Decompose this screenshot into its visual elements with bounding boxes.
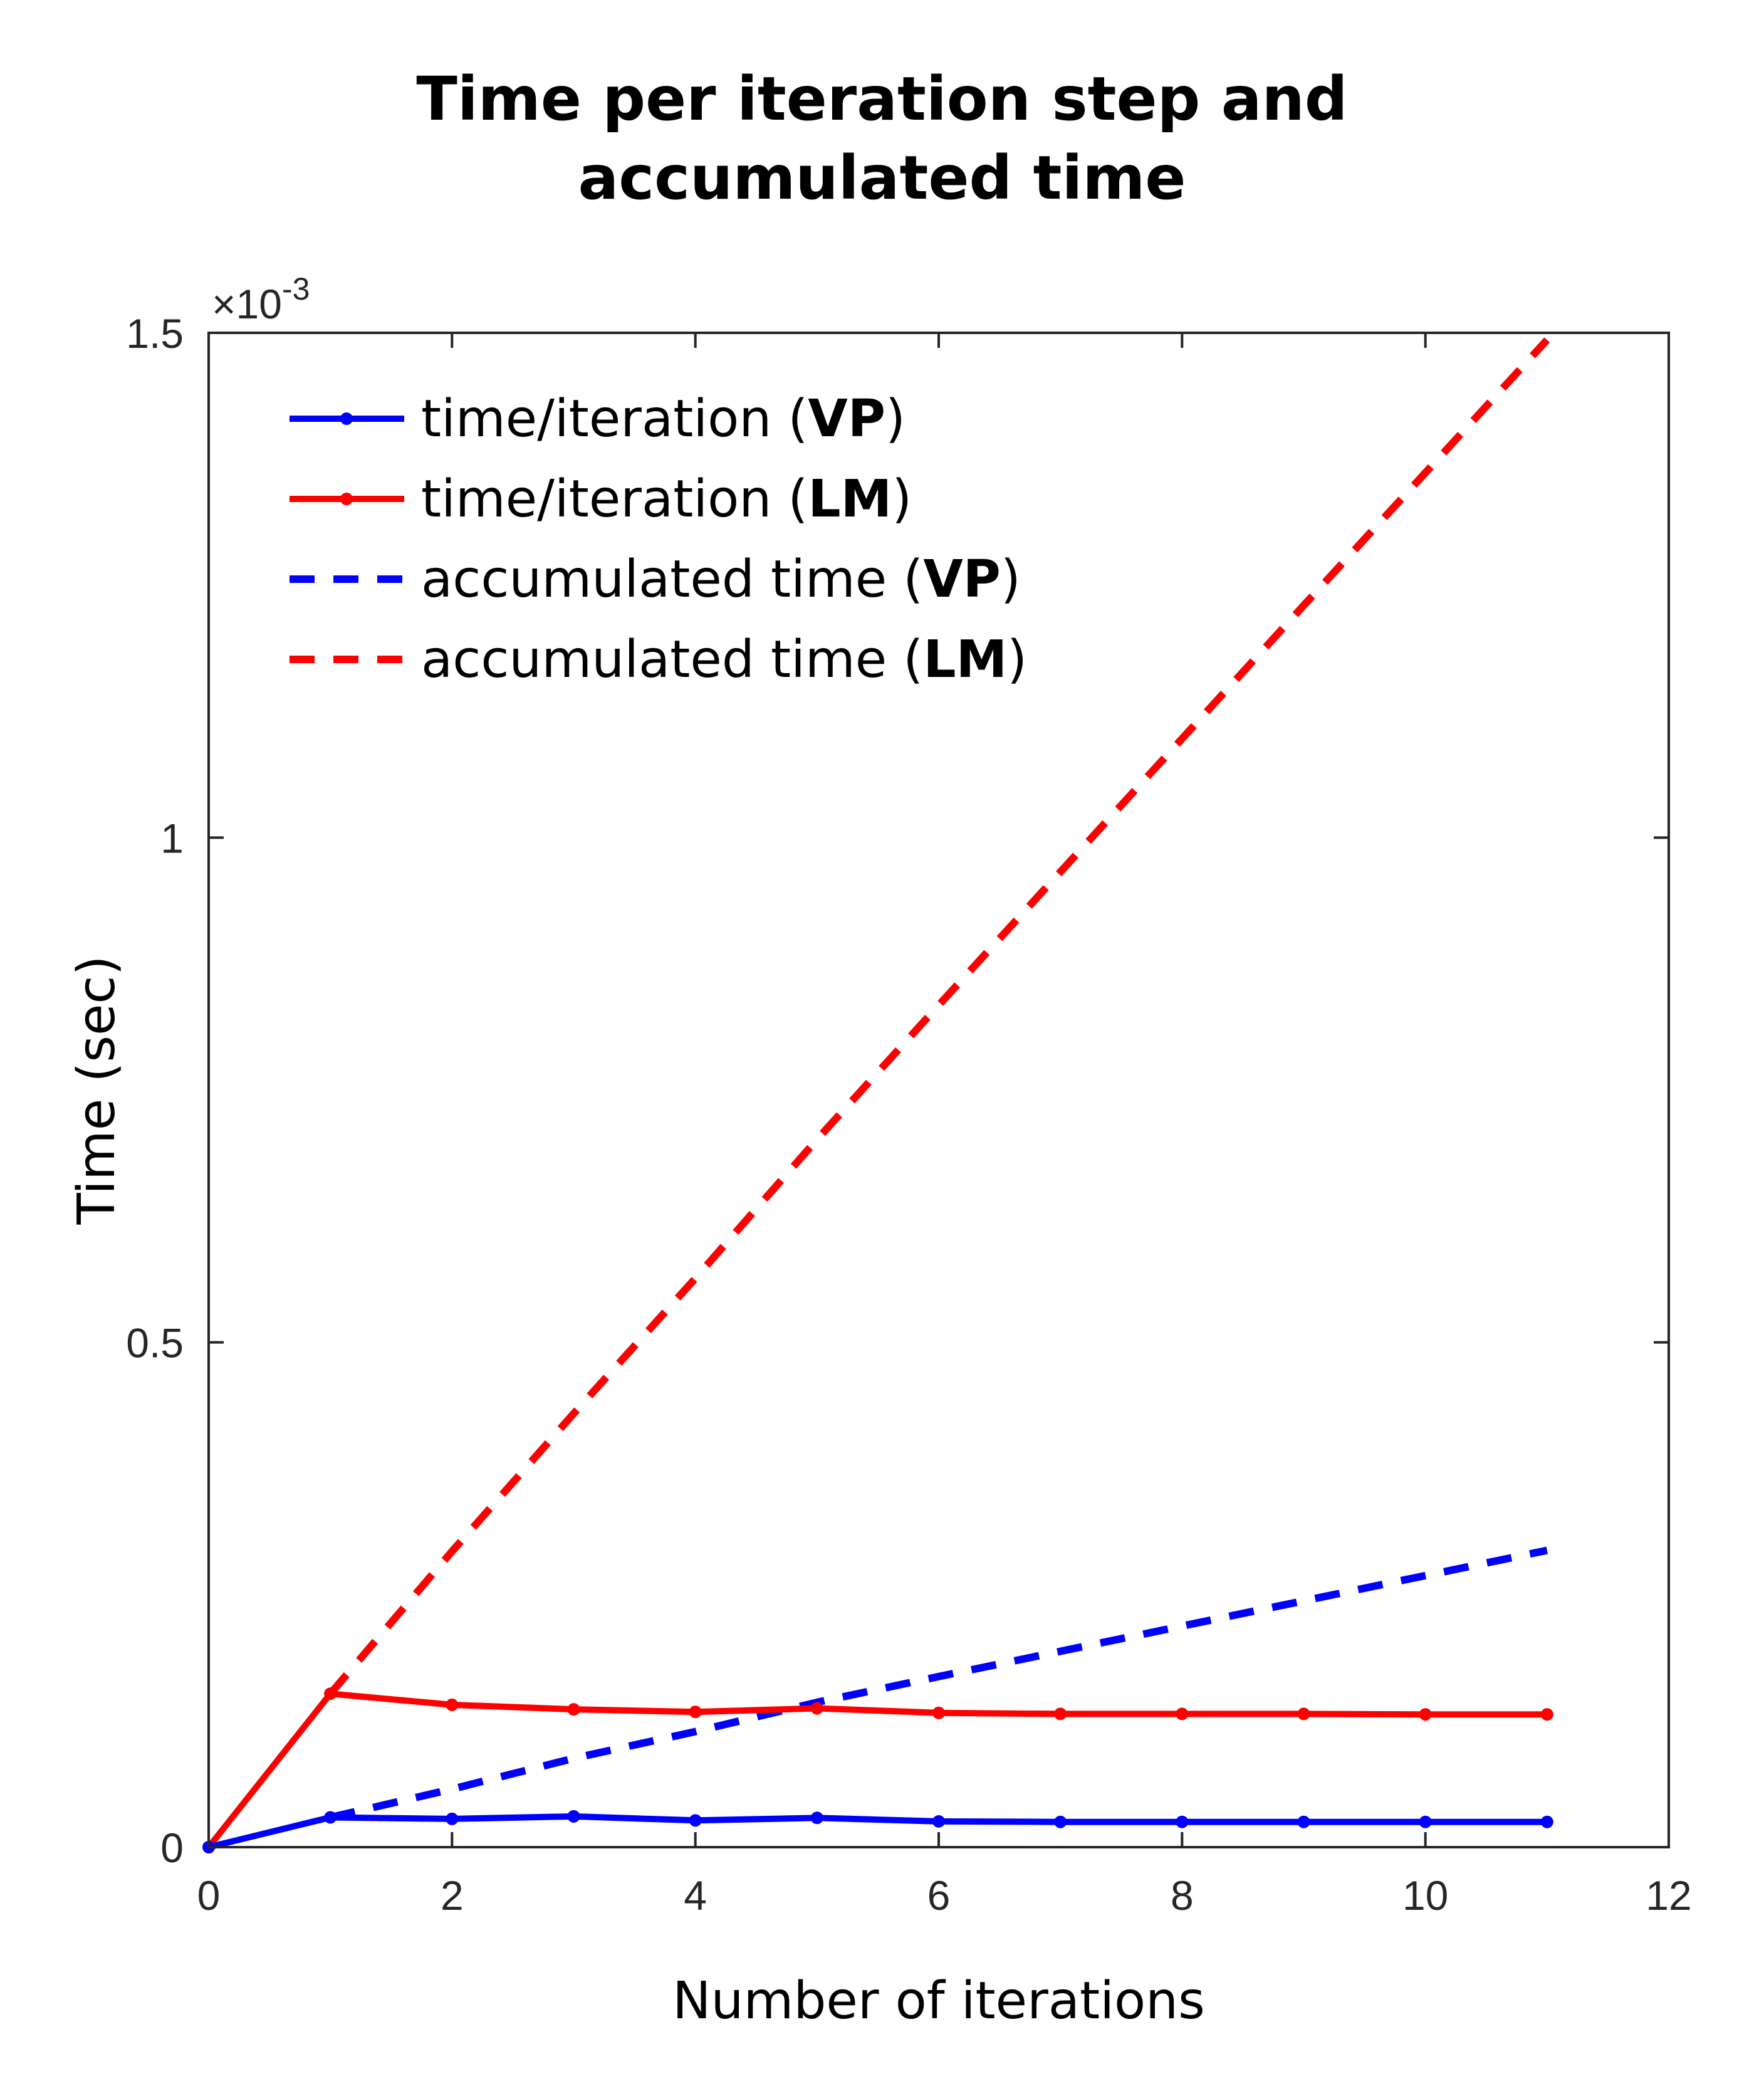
legend-label-end: ) <box>892 469 912 529</box>
data-point-time-iteration-lm-11 <box>1540 1708 1553 1721</box>
legend-label-accumulated-time-lm: accumulated time (LM) <box>421 630 1027 689</box>
axes-layer: 0 2 4 6 8 10 12 0 0.5 1 1.5 ×10-3 Number of iteratio… <box>67 271 1692 2031</box>
legend-label-end: ) <box>1001 550 1021 609</box>
y-exponent-base: ×10 <box>212 281 282 327</box>
data-point-time-iteration-vp-3 <box>567 1810 580 1823</box>
x-axis-label: Number of iterations <box>672 1971 1205 2031</box>
legend-label-end: ) <box>885 389 905 449</box>
series-layer <box>202 337 1553 1853</box>
legend-label-bold: VP <box>923 550 1001 609</box>
legend-marker-time-iteration-lm <box>340 493 353 505</box>
data-point-time-iteration-vp-2 <box>446 1812 459 1825</box>
x-tick-label-6: 12 <box>1646 1872 1691 1919</box>
data-point-time-iteration-lm-10 <box>1419 1708 1432 1721</box>
data-point-time-iteration-lm-1 <box>324 1687 337 1700</box>
data-point-time-iteration-vp-9 <box>1297 1815 1310 1828</box>
data-point-time-iteration-lm-6 <box>932 1706 945 1719</box>
legend: time/iteration (VP)time/iteration (LM)ac… <box>290 389 1027 689</box>
legend-label-text: time/iteration ( <box>421 389 808 449</box>
legend-label-bold: VP <box>808 389 885 449</box>
chart-title-line-1: Time per iteration step and <box>416 64 1348 134</box>
x-tick-label-3: 6 <box>927 1872 951 1919</box>
data-point-time-iteration-vp-10 <box>1419 1815 1432 1828</box>
data-point-time-iteration-vp-4 <box>689 1814 702 1827</box>
y-exponent-power: -3 <box>282 271 310 307</box>
series-line-accumulated-time-lm <box>327 337 1550 1697</box>
legend-label-time-iteration-vp: time/iteration (VP) <box>421 389 905 449</box>
y-tick-label-2: 1 <box>160 815 184 861</box>
legend-label-text: accumulated time ( <box>421 550 923 609</box>
series-line-time-iteration-lm <box>206 1690 1547 1850</box>
y-tick-label-0: 0 <box>160 1825 184 1871</box>
data-point-time-iteration-vp-1 <box>324 1811 337 1824</box>
series-accumulated-time-lm <box>327 337 1550 1697</box>
series-time-iteration-vp <box>202 1810 1553 1853</box>
x-tick-label-4: 8 <box>1171 1872 1194 1919</box>
y-exponent-label: ×10-3 <box>212 271 310 327</box>
plot-area <box>209 333 1669 1847</box>
series-line-accumulated-time-vp <box>329 1546 1548 1821</box>
y-tick-label-3: 1.5 <box>126 310 184 357</box>
chart-title-line-2: accumulated time <box>578 143 1186 213</box>
series-accumulated-time-vp <box>329 1546 1548 1821</box>
data-point-time-iteration-lm-9 <box>1297 1707 1310 1721</box>
series-line-time-iteration-vp <box>207 1813 1547 1850</box>
chart-title: Time per iteration step and accumulated … <box>0 60 1764 217</box>
legend-label-text: time/iteration ( <box>421 469 808 529</box>
plot-background <box>209 333 1669 1847</box>
data-point-time-iteration-lm-7 <box>1054 1707 1067 1721</box>
legend-entry-time-iteration-vp: time/iteration (VP) <box>290 389 905 449</box>
data-point-time-iteration-lm-4 <box>689 1706 702 1719</box>
data-point-time-iteration-lm-8 <box>1176 1707 1189 1721</box>
legend-entry-accumulated-time-lm: accumulated time (LM) <box>290 630 1027 689</box>
data-point-time-iteration-lm-2 <box>446 1698 459 1711</box>
data-point-time-iteration-vp-8 <box>1176 1815 1189 1828</box>
data-point-time-iteration-vp-6 <box>932 1815 945 1828</box>
data-point-time-iteration-vp-5 <box>810 1811 823 1825</box>
data-point-time-iteration-lm-5 <box>810 1702 823 1715</box>
x-tick-label-0: 0 <box>197 1872 221 1919</box>
x-tick-label-5: 10 <box>1402 1872 1448 1919</box>
legend-label-time-iteration-lm: time/iteration (LM) <box>421 469 912 529</box>
legend-label-bold: LM <box>808 469 892 529</box>
data-point-time-iteration-vp-11 <box>1540 1815 1553 1828</box>
legend-entry-accumulated-time-vp: accumulated time (VP) <box>290 550 1021 609</box>
x-tick-label-2: 4 <box>684 1872 707 1919</box>
legend-label-text: accumulated time ( <box>421 630 923 689</box>
data-point-time-iteration-vp-7 <box>1054 1815 1067 1828</box>
legend-marker-time-iteration-vp <box>340 412 353 425</box>
legend-label-end: ) <box>1007 630 1027 689</box>
data-point-time-iteration-lm-3 <box>567 1703 580 1716</box>
legend-label-accumulated-time-vp: accumulated time (VP) <box>421 550 1021 609</box>
y-axis-label: Time (sec) <box>67 956 127 1225</box>
legend-label-bold: LM <box>923 630 1007 689</box>
y-tick-label-1: 0.5 <box>126 1320 184 1366</box>
legend-entry-time-iteration-lm: time/iteration (LM) <box>290 469 912 529</box>
x-tick-label-1: 2 <box>441 1872 464 1919</box>
